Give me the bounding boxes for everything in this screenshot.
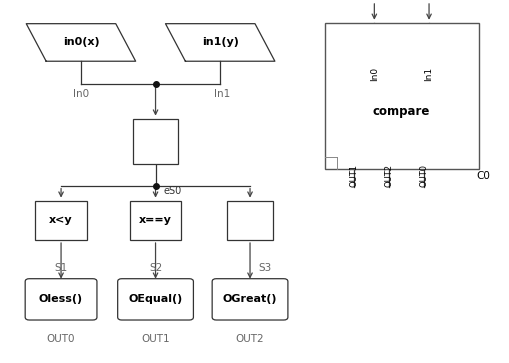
Text: OGreat(): OGreat()	[222, 294, 277, 304]
Text: Oless(): Oless()	[39, 294, 83, 304]
Text: S1: S1	[54, 263, 68, 273]
Text: In0: In0	[73, 89, 89, 99]
Polygon shape	[165, 24, 274, 61]
Text: C0: C0	[476, 171, 490, 181]
FancyBboxPatch shape	[212, 279, 288, 320]
Text: In1: In1	[423, 67, 433, 81]
Text: OUT1: OUT1	[141, 334, 169, 344]
Text: OEqual(): OEqual()	[128, 294, 182, 304]
Text: x<y: x<y	[49, 215, 73, 225]
FancyBboxPatch shape	[25, 279, 97, 320]
Text: In1: In1	[213, 89, 230, 99]
Text: ēS0: ēS0	[163, 185, 181, 196]
Bar	[35, 200, 87, 240]
Text: in0(x): in0(x)	[63, 37, 99, 48]
Text: S3: S3	[258, 263, 271, 273]
Bar	[227, 200, 272, 240]
Bar	[132, 119, 178, 164]
Bar	[129, 200, 181, 240]
Polygon shape	[26, 24, 135, 61]
Text: S2: S2	[149, 263, 162, 273]
Bar	[324, 23, 478, 169]
Text: in1(y): in1(y)	[202, 37, 238, 48]
Text: OUT1: OUT1	[349, 164, 358, 187]
Text: x==y: x==y	[139, 215, 172, 225]
Text: In0: In0	[369, 67, 378, 81]
Text: OUT2: OUT2	[235, 334, 264, 344]
FancyBboxPatch shape	[118, 279, 193, 320]
Text: OUT0: OUT0	[47, 334, 75, 344]
Text: compare: compare	[372, 105, 429, 118]
Text: OUT2: OUT2	[384, 164, 393, 187]
Text: OUT0: OUT0	[419, 164, 428, 187]
